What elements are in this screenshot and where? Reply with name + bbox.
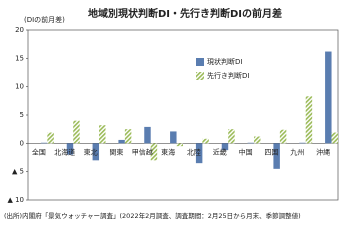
- bar: [279, 129, 287, 144]
- x-tick-label: 北陸: [187, 147, 201, 156]
- bar: [254, 136, 261, 144]
- y-tick-label: 0: [20, 139, 24, 147]
- bar: [47, 132, 54, 144]
- x-tick-label: 東北: [84, 147, 98, 156]
- chart-title: 地域別現状判断DI・先行き判断DIの前月差: [88, 7, 282, 20]
- bar: [40, 142, 48, 144]
- bar: [170, 131, 177, 144]
- bar: [144, 126, 151, 144]
- x-tick-label: 甲信越: [132, 147, 153, 156]
- legend-label: 現状判断DI: [207, 57, 242, 66]
- bar: [99, 125, 106, 144]
- plot-frame: [27, 29, 339, 201]
- y-tick-label: 20: [15, 26, 24, 34]
- x-tick-label: 関東: [109, 147, 123, 156]
- y-tick-label: 5: [20, 111, 24, 119]
- bar: [73, 120, 80, 144]
- bar: [221, 143, 229, 151]
- x-tick-label: 近畿: [213, 147, 227, 156]
- bar: [305, 96, 313, 144]
- bar: [331, 132, 338, 144]
- legend-swatch: [196, 72, 204, 80]
- y-axis-label: (DIの前月差): [24, 15, 65, 24]
- bar: [195, 143, 203, 164]
- y-tick-label: 15: [15, 54, 24, 62]
- x-tick-label: 四国: [264, 148, 278, 156]
- y-tick-label: 10: [15, 83, 24, 91]
- bar: [66, 143, 74, 155]
- legend-label: 先行き判断DI: [207, 71, 249, 80]
- x-tick-label: 全国: [32, 147, 46, 156]
- bar: [176, 143, 183, 147]
- bar: [124, 129, 132, 144]
- legend-swatch: [196, 58, 204, 66]
- y-tick-label: ▲ 5: [12, 168, 24, 176]
- bar: [273, 143, 280, 169]
- y-tick-label: ▲ 10: [7, 196, 24, 204]
- bar: [325, 51, 332, 144]
- x-tick-label: 九州: [290, 147, 304, 156]
- page: {"chart_data": {"type": "bar", "title": …: [4, 7, 339, 220]
- bar: [202, 138, 209, 144]
- source-note: (出所)内閣府「景気ウォッチャー調査」(2022年2月調査、調査期間：2月25日…: [4, 211, 301, 220]
- bar: [118, 139, 125, 144]
- x-tick-label: 東海: [161, 147, 175, 156]
- bar: [92, 143, 100, 161]
- bar: [228, 129, 235, 144]
- x-tick-label: 中国: [239, 147, 253, 156]
- chart: 地域別現状判断DI・先行き判断DIの前月差 (DIの前月差) (出所)内閣府「景…: [4, 7, 339, 220]
- bar: [150, 143, 158, 161]
- bar: [247, 142, 255, 144]
- x-tick-label: 沖縄: [316, 147, 330, 156]
- x-tick-label: 北海道: [54, 147, 75, 156]
- bar: [299, 142, 306, 144]
